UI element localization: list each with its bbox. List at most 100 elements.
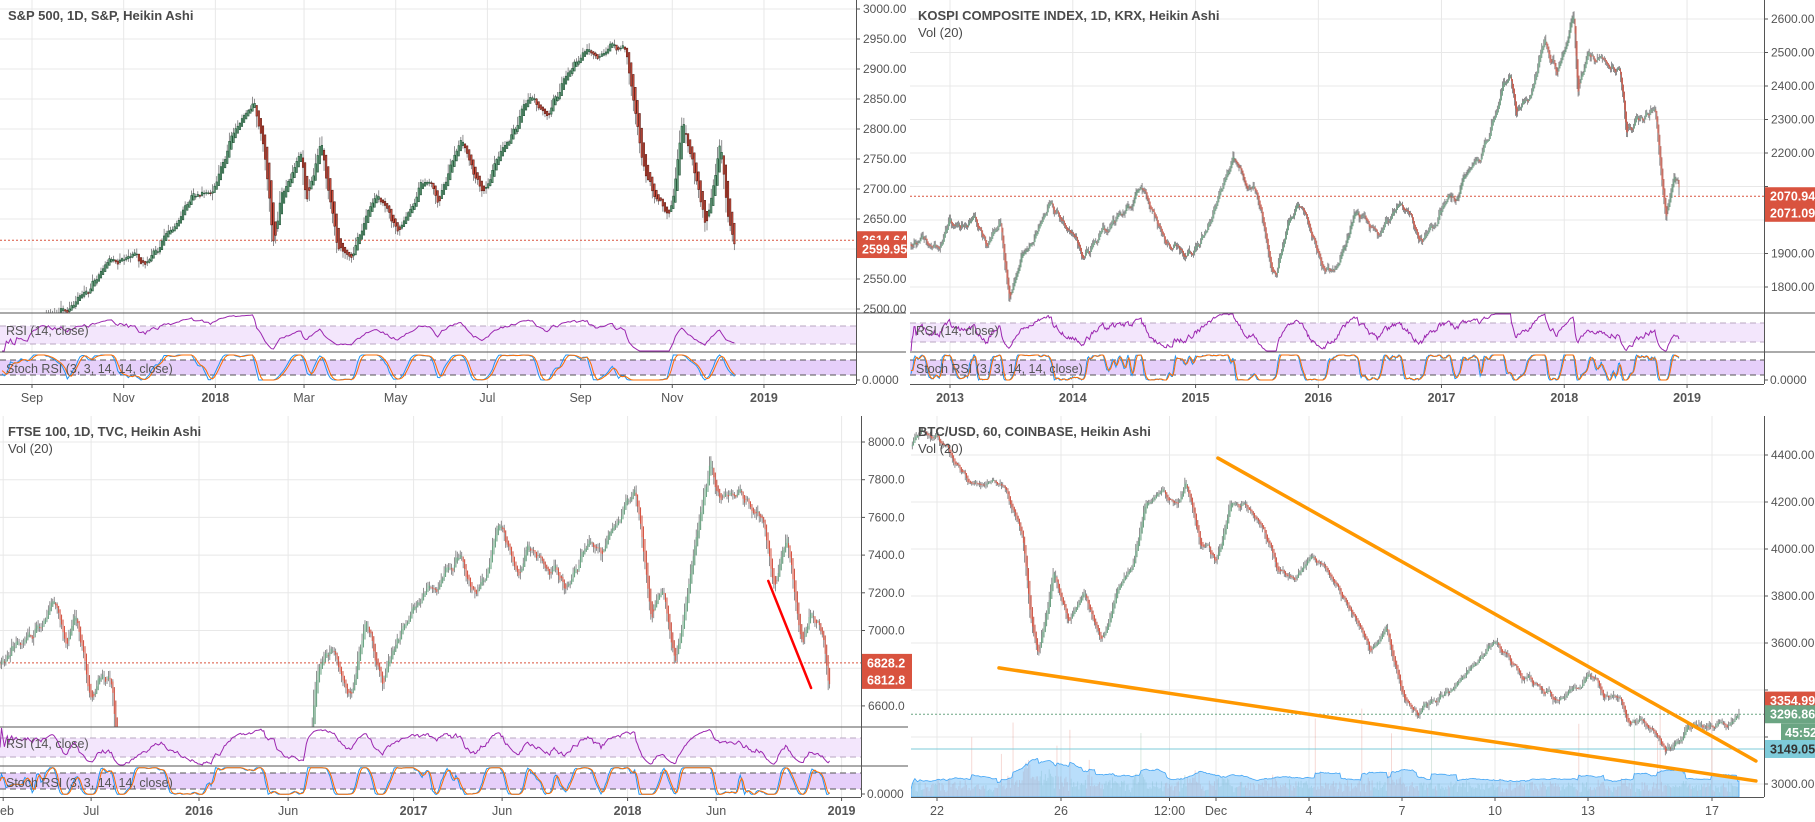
volume-bar	[1105, 781, 1107, 797]
candle-body	[1374, 645, 1376, 649]
candle-body	[1469, 667, 1471, 671]
candle-body	[1454, 686, 1456, 690]
candle-body	[1586, 676, 1587, 681]
candle-body	[1363, 630, 1365, 637]
candle-body	[1234, 503, 1236, 505]
candle-body	[493, 163, 496, 177]
candle-body	[421, 183, 424, 189]
candle-body	[1335, 267, 1337, 270]
volume-bar	[1295, 781, 1297, 797]
candle-body	[1339, 259, 1341, 266]
candle-body	[1366, 217, 1368, 221]
volume-bar	[1577, 790, 1578, 797]
candle-body	[1594, 58, 1596, 63]
candle-body	[1661, 157, 1663, 180]
volume-bar	[1715, 785, 1717, 797]
candle-body	[1591, 54, 1593, 57]
volume-bar	[938, 782, 940, 797]
candle-body	[959, 224, 960, 226]
candle-body	[1595, 60, 1597, 63]
candle-body	[1194, 250, 1195, 255]
candle-body	[1189, 489, 1191, 498]
candle-body	[1271, 262, 1273, 272]
candle-body	[1003, 484, 1005, 487]
candle-body	[558, 92, 561, 100]
candle-body	[428, 586, 430, 589]
candle-body	[549, 568, 551, 575]
candle-body	[609, 531, 611, 540]
candle-body	[361, 640, 363, 655]
volume-bar	[931, 784, 933, 797]
volume-bar	[1549, 781, 1551, 797]
candle-body	[1042, 216, 1044, 223]
candle-body	[1648, 114, 1650, 116]
candle-body	[468, 574, 470, 581]
candle-body	[1420, 710, 1422, 714]
volume-bar	[1464, 787, 1466, 797]
candle-body	[1519, 107, 1520, 109]
candle-body	[601, 550, 603, 555]
candle-body	[407, 212, 410, 221]
candle-body	[1146, 502, 1148, 509]
candle-body	[1396, 208, 1397, 212]
candle-body	[131, 253, 134, 258]
volume-bar	[1029, 764, 1031, 797]
candle-body	[1328, 267, 1330, 269]
volume-bar	[1305, 781, 1307, 797]
candle-body	[1127, 572, 1129, 577]
candle-body	[1589, 54, 1591, 57]
candle-body	[1341, 253, 1343, 260]
volume-bar	[1042, 785, 1044, 797]
candle-body	[739, 489, 741, 493]
candle-body	[697, 530, 699, 547]
candle-body	[701, 507, 703, 522]
candle-body	[295, 161, 298, 173]
candle-body	[458, 558, 460, 560]
candle-body	[999, 220, 1001, 227]
volume-bar	[1304, 782, 1306, 797]
candle-body	[1560, 60, 1562, 66]
volume-bar	[1245, 785, 1247, 797]
candle-body	[121, 258, 124, 262]
candle-body	[386, 203, 389, 209]
candle-body	[763, 516, 765, 523]
candle-body	[1162, 488, 1164, 493]
candle-body	[179, 216, 182, 224]
volume-bar	[1595, 789, 1597, 797]
volume-bar	[1490, 786, 1492, 797]
candle-body	[1336, 582, 1338, 586]
candle-body	[1472, 164, 1474, 168]
candle-body	[163, 235, 166, 246]
candle-body	[1600, 56, 1602, 58]
candle-body	[1416, 227, 1417, 232]
candle-body	[1351, 222, 1353, 230]
candle-body	[1535, 683, 1537, 685]
candle-body	[1419, 235, 1420, 241]
trend-line[interactable]	[767, 579, 813, 690]
candle-body	[110, 259, 113, 263]
candle-body	[538, 555, 540, 557]
candle-body	[1000, 222, 1002, 224]
candle-body	[1299, 205, 1300, 207]
volume-bar	[1601, 782, 1603, 797]
candle-body	[993, 231, 995, 236]
candle-body	[950, 218, 951, 223]
candle-body	[50, 602, 52, 612]
candle-body	[505, 530, 507, 543]
volume-bar	[1734, 786, 1736, 797]
candle-body	[339, 238, 342, 249]
candle-body	[1471, 667, 1473, 670]
time-axis-label: 2017	[1428, 391, 1456, 405]
candle-body	[1548, 46, 1550, 54]
volume-bar	[1486, 782, 1488, 797]
volume-bar	[1436, 790, 1438, 797]
candle-body	[1584, 678, 1586, 684]
volume-bar	[1062, 786, 1064, 797]
candle-body	[1214, 207, 1216, 215]
candle-body	[1413, 706, 1414, 711]
candle-body	[217, 173, 220, 186]
candle-body	[1259, 519, 1261, 524]
candle-body	[983, 233, 985, 237]
candle-body	[1463, 176, 1465, 182]
